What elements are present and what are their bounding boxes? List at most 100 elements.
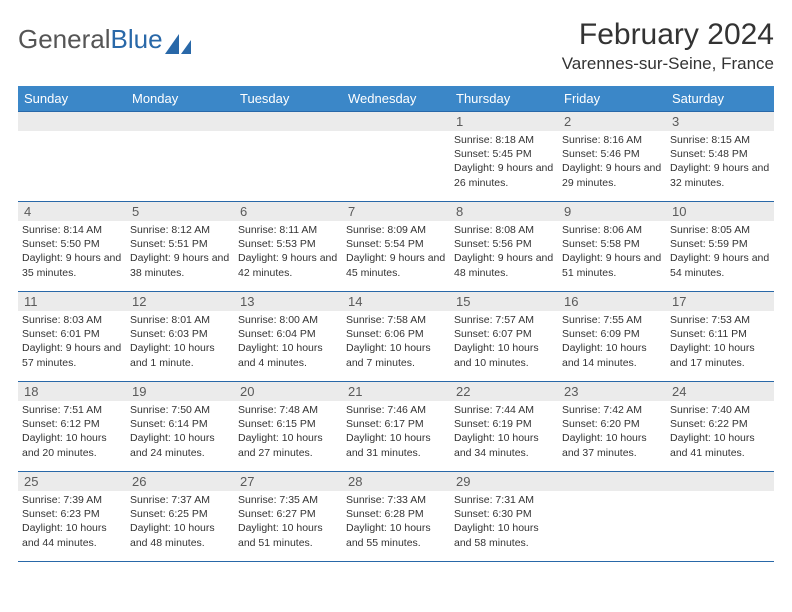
calendar-day-cell: 6Sunrise: 8:11 AMSunset: 5:53 PMDaylight… — [234, 202, 342, 292]
logo: GeneralBlue — [18, 24, 191, 55]
day-details: Sunrise: 7:48 AMSunset: 6:15 PMDaylight:… — [234, 401, 342, 462]
day-details: Sunrise: 8:11 AMSunset: 5:53 PMDaylight:… — [234, 221, 342, 282]
calendar-week-row: 4Sunrise: 8:14 AMSunset: 5:50 PMDaylight… — [18, 202, 774, 292]
calendar-week-row: 18Sunrise: 7:51 AMSunset: 6:12 PMDayligh… — [18, 382, 774, 472]
calendar-week-row: 11Sunrise: 8:03 AMSunset: 6:01 PMDayligh… — [18, 292, 774, 382]
day-number: 28 — [342, 472, 450, 491]
empty-day-number — [234, 112, 342, 131]
day-number: 6 — [234, 202, 342, 221]
day-details: Sunrise: 7:57 AMSunset: 6:07 PMDaylight:… — [450, 311, 558, 372]
day-number: 10 — [666, 202, 774, 221]
sunset-text: Sunset: 6:09 PM — [562, 327, 662, 341]
weekday-header: Thursday — [450, 86, 558, 112]
sunset-text: Sunset: 6:30 PM — [454, 507, 554, 521]
day-details: Sunrise: 8:01 AMSunset: 6:03 PMDaylight:… — [126, 311, 234, 372]
daylight-text: Daylight: 10 hours and 58 minutes. — [454, 521, 554, 549]
sunrise-text: Sunrise: 7:31 AM — [454, 493, 554, 507]
calendar-week-row: 25Sunrise: 7:39 AMSunset: 6:23 PMDayligh… — [18, 472, 774, 562]
daylight-text: Daylight: 10 hours and 34 minutes. — [454, 431, 554, 459]
day-number: 29 — [450, 472, 558, 491]
location-label: Varennes-sur-Seine, France — [562, 54, 774, 74]
calendar-empty-cell — [558, 472, 666, 562]
sunset-text: Sunset: 5:46 PM — [562, 147, 662, 161]
weekday-header: Monday — [126, 86, 234, 112]
calendar-day-cell: 4Sunrise: 8:14 AMSunset: 5:50 PMDaylight… — [18, 202, 126, 292]
sunset-text: Sunset: 5:54 PM — [346, 237, 446, 251]
daylight-text: Daylight: 9 hours and 29 minutes. — [562, 161, 662, 189]
sunset-text: Sunset: 5:56 PM — [454, 237, 554, 251]
sunrise-text: Sunrise: 7:40 AM — [670, 403, 770, 417]
day-details: Sunrise: 8:15 AMSunset: 5:48 PMDaylight:… — [666, 131, 774, 192]
day-number: 1 — [450, 112, 558, 131]
calendar-day-cell: 28Sunrise: 7:33 AMSunset: 6:28 PMDayligh… — [342, 472, 450, 562]
sunrise-text: Sunrise: 8:05 AM — [670, 223, 770, 237]
sunrise-text: Sunrise: 7:53 AM — [670, 313, 770, 327]
daylight-text: Daylight: 10 hours and 51 minutes. — [238, 521, 338, 549]
calendar-table: SundayMondayTuesdayWednesdayThursdayFrid… — [18, 86, 774, 562]
sunrise-text: Sunrise: 8:12 AM — [130, 223, 230, 237]
sunset-text: Sunset: 6:06 PM — [346, 327, 446, 341]
day-number: 4 — [18, 202, 126, 221]
calendar-day-cell: 13Sunrise: 8:00 AMSunset: 6:04 PMDayligh… — [234, 292, 342, 382]
day-details: Sunrise: 8:00 AMSunset: 6:04 PMDaylight:… — [234, 311, 342, 372]
calendar-day-cell: 10Sunrise: 8:05 AMSunset: 5:59 PMDayligh… — [666, 202, 774, 292]
empty-day-number — [18, 112, 126, 131]
empty-day-number — [666, 472, 774, 491]
sunset-text: Sunset: 5:53 PM — [238, 237, 338, 251]
day-details: Sunrise: 7:37 AMSunset: 6:25 PMDaylight:… — [126, 491, 234, 552]
day-details: Sunrise: 7:39 AMSunset: 6:23 PMDaylight:… — [18, 491, 126, 552]
day-number: 12 — [126, 292, 234, 311]
sunrise-text: Sunrise: 8:06 AM — [562, 223, 662, 237]
sunrise-text: Sunrise: 7:35 AM — [238, 493, 338, 507]
calendar-day-cell: 5Sunrise: 8:12 AMSunset: 5:51 PMDaylight… — [126, 202, 234, 292]
weekday-header: Saturday — [666, 86, 774, 112]
day-number: 2 — [558, 112, 666, 131]
logo-sail-icon — [165, 30, 191, 50]
logo-text-gray: General — [18, 24, 111, 55]
calendar-day-cell: 22Sunrise: 7:44 AMSunset: 6:19 PMDayligh… — [450, 382, 558, 472]
empty-day-number — [558, 472, 666, 491]
sunset-text: Sunset: 6:19 PM — [454, 417, 554, 431]
day-number: 14 — [342, 292, 450, 311]
daylight-text: Daylight: 9 hours and 38 minutes. — [130, 251, 230, 279]
sunset-text: Sunset: 6:22 PM — [670, 417, 770, 431]
daylight-text: Daylight: 10 hours and 20 minutes. — [22, 431, 122, 459]
sunrise-text: Sunrise: 8:18 AM — [454, 133, 554, 147]
weekday-header: Friday — [558, 86, 666, 112]
day-details: Sunrise: 7:42 AMSunset: 6:20 PMDaylight:… — [558, 401, 666, 462]
daylight-text: Daylight: 9 hours and 48 minutes. — [454, 251, 554, 279]
day-details: Sunrise: 8:12 AMSunset: 5:51 PMDaylight:… — [126, 221, 234, 282]
sunset-text: Sunset: 5:58 PM — [562, 237, 662, 251]
calendar-day-cell: 20Sunrise: 7:48 AMSunset: 6:15 PMDayligh… — [234, 382, 342, 472]
daylight-text: Daylight: 10 hours and 14 minutes. — [562, 341, 662, 369]
daylight-text: Daylight: 9 hours and 57 minutes. — [22, 341, 122, 369]
daylight-text: Daylight: 10 hours and 41 minutes. — [670, 431, 770, 459]
weekday-header: Sunday — [18, 86, 126, 112]
day-details: Sunrise: 8:16 AMSunset: 5:46 PMDaylight:… — [558, 131, 666, 192]
day-number: 3 — [666, 112, 774, 131]
daylight-text: Daylight: 10 hours and 17 minutes. — [670, 341, 770, 369]
day-details: Sunrise: 7:35 AMSunset: 6:27 PMDaylight:… — [234, 491, 342, 552]
calendar-day-cell: 16Sunrise: 7:55 AMSunset: 6:09 PMDayligh… — [558, 292, 666, 382]
daylight-text: Daylight: 10 hours and 44 minutes. — [22, 521, 122, 549]
sunset-text: Sunset: 6:25 PM — [130, 507, 230, 521]
sunrise-text: Sunrise: 8:09 AM — [346, 223, 446, 237]
sunset-text: Sunset: 5:45 PM — [454, 147, 554, 161]
calendar-day-cell: 9Sunrise: 8:06 AMSunset: 5:58 PMDaylight… — [558, 202, 666, 292]
sunset-text: Sunset: 6:14 PM — [130, 417, 230, 431]
day-details: Sunrise: 8:14 AMSunset: 5:50 PMDaylight:… — [18, 221, 126, 282]
calendar-day-cell: 27Sunrise: 7:35 AMSunset: 6:27 PMDayligh… — [234, 472, 342, 562]
logo-text-blue: Blue — [111, 24, 163, 55]
day-number: 27 — [234, 472, 342, 491]
day-number: 5 — [126, 202, 234, 221]
sunrise-text: Sunrise: 8:16 AM — [562, 133, 662, 147]
day-number: 7 — [342, 202, 450, 221]
sunrise-text: Sunrise: 8:08 AM — [454, 223, 554, 237]
day-details: Sunrise: 7:46 AMSunset: 6:17 PMDaylight:… — [342, 401, 450, 462]
day-details: Sunrise: 7:53 AMSunset: 6:11 PMDaylight:… — [666, 311, 774, 372]
calendar-day-cell: 17Sunrise: 7:53 AMSunset: 6:11 PMDayligh… — [666, 292, 774, 382]
day-number: 18 — [18, 382, 126, 401]
sunset-text: Sunset: 5:48 PM — [670, 147, 770, 161]
sunrise-text: Sunrise: 8:03 AM — [22, 313, 122, 327]
calendar-day-cell: 1Sunrise: 8:18 AMSunset: 5:45 PMDaylight… — [450, 112, 558, 202]
